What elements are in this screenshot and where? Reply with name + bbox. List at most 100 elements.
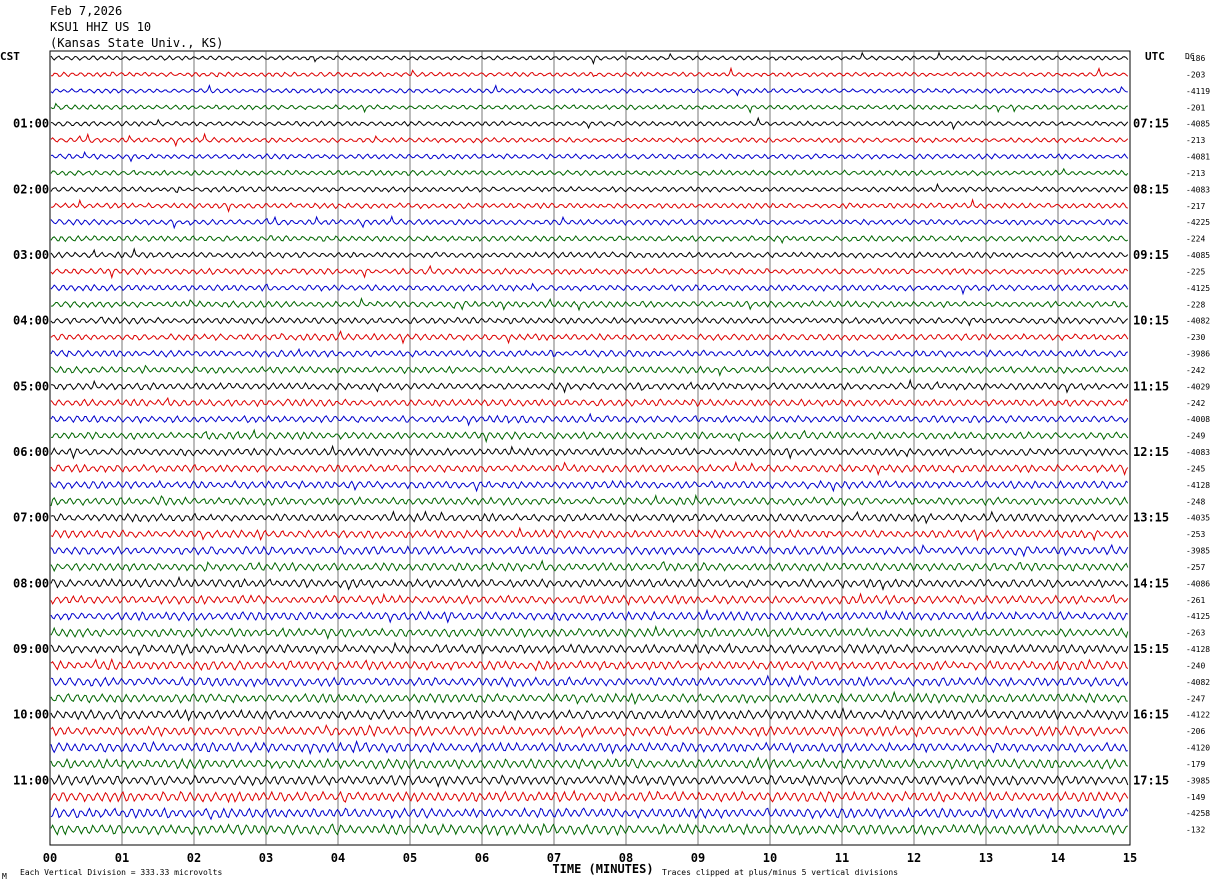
trace-33 xyxy=(50,575,1129,591)
trace-46 xyxy=(50,789,1129,804)
dc-offset-21: -40294 xyxy=(1186,382,1210,391)
dc-offset-26: -245 xyxy=(1186,464,1205,473)
trace-5 xyxy=(50,116,1129,131)
trace-34 xyxy=(50,592,1129,607)
dc-offset-5: -40854 xyxy=(1186,120,1210,129)
right-hour-label-5: 11:15 xyxy=(1133,379,1169,393)
dc-offset-1: -186 xyxy=(1186,54,1205,63)
dc-offset-35: -41250 xyxy=(1186,612,1210,621)
dc-offset-24: -249 xyxy=(1186,432,1205,441)
dc-offset-6: -213 xyxy=(1186,136,1205,145)
header-station: KSU1 HHZ US 10 xyxy=(50,20,152,34)
dc-offset-48: -132 xyxy=(1186,826,1205,835)
trace-41 xyxy=(50,707,1129,722)
dc-offset-9: -40839 xyxy=(1186,185,1210,194)
left-hour-label-10: 10:00 xyxy=(13,708,49,722)
dc-offset-8: -213 xyxy=(1186,169,1205,178)
dc-offset-38: -240 xyxy=(1186,661,1205,670)
header-location: (Kansas State Univ., KS) xyxy=(50,36,224,50)
dc-offset-13: -40857 xyxy=(1186,251,1210,260)
dc-offset-28: -248 xyxy=(1186,497,1205,506)
x-tick-05: 05 xyxy=(403,851,417,865)
trace-39 xyxy=(50,674,1129,688)
dc-offset-44: -179 xyxy=(1186,760,1205,769)
dc-offset-32: -257 xyxy=(1186,563,1205,572)
trace-44 xyxy=(50,756,1129,771)
trace-26 xyxy=(50,460,1129,477)
dc-offset-16: -228 xyxy=(1186,300,1205,309)
left-hour-label-11: 11:00 xyxy=(13,773,49,787)
dc-offset-10: -217 xyxy=(1186,202,1205,211)
right-hour-label-2: 08:15 xyxy=(1133,182,1169,196)
x-tick-14: 14 xyxy=(1051,851,1065,865)
trace-31 xyxy=(50,543,1129,558)
dc-offset-47: -42586 xyxy=(1186,809,1210,818)
plot-frame xyxy=(49,50,1131,846)
trace-11 xyxy=(50,215,1128,230)
left-hour-label-7: 07:00 xyxy=(13,511,49,525)
trace-1 xyxy=(50,51,1129,66)
trace-25 xyxy=(50,444,1129,460)
left-hour-label-4: 04:00 xyxy=(13,314,49,328)
dc-offset-3: -41198 xyxy=(1186,87,1210,96)
dc-offset-43: -41202 xyxy=(1186,744,1210,753)
dc-offset-19: -39865 xyxy=(1186,350,1210,359)
left-hour-label-6: 06:00 xyxy=(13,445,49,459)
left-hour-label-3: 03:00 xyxy=(13,248,49,262)
trace-21 xyxy=(51,378,1129,394)
trace-35 xyxy=(50,608,1129,624)
dc-offset-23: -40083 xyxy=(1186,415,1210,424)
left-hour-label-1: 01:00 xyxy=(13,117,49,131)
right-hour-label-10: 16:15 xyxy=(1133,708,1169,722)
x-tick-02: 02 xyxy=(187,851,201,865)
x-tick-04: 04 xyxy=(331,851,345,865)
x-tick-07: 07 xyxy=(547,851,561,865)
dc-offset-17: -40820 xyxy=(1186,317,1210,326)
trace-10 xyxy=(50,197,1129,213)
dc-offset-2: -203 xyxy=(1186,70,1205,79)
x-axis-label: TIME (MINUTES) xyxy=(552,862,653,876)
dc-offset-45: -39853 xyxy=(1186,776,1210,785)
dc-offset-46: -149 xyxy=(1186,793,1205,802)
trace-48 xyxy=(50,822,1128,837)
dc-offset-31: -39856 xyxy=(1186,547,1210,556)
left-hour-label-2: 02:00 xyxy=(13,182,49,196)
dc-offset-33: -40865 xyxy=(1186,579,1210,588)
dc-offset-37: -41283 xyxy=(1186,645,1210,654)
trace-8 xyxy=(50,167,1129,177)
trace-27 xyxy=(50,479,1129,493)
dc-offset-25: -40833 xyxy=(1186,448,1210,457)
trace-17 xyxy=(50,316,1129,327)
dc-offset-30: -253 xyxy=(1186,530,1205,539)
trace-22 xyxy=(50,396,1129,408)
x-tick-11: 11 xyxy=(835,851,849,865)
trace-32 xyxy=(50,559,1129,573)
dc-offset-15: -41256 xyxy=(1186,284,1210,293)
trace-16 xyxy=(50,297,1129,312)
right-hour-label-1: 07:15 xyxy=(1133,117,1169,131)
left-hour-label-8: 08:00 xyxy=(13,576,49,590)
right-hour-label-6: 12:15 xyxy=(1133,445,1169,459)
x-tick-08: 08 xyxy=(619,851,633,865)
trace-3 xyxy=(50,83,1128,97)
right-hour-label-9: 15:15 xyxy=(1133,642,1169,656)
trace-36 xyxy=(50,625,1129,641)
trace-38 xyxy=(50,657,1129,672)
dc-offset-22: -242 xyxy=(1186,399,1205,408)
x-tick-15: 15 xyxy=(1123,851,1137,865)
corner-mark: M xyxy=(2,872,7,881)
trace-37 xyxy=(50,641,1129,657)
trace-9 xyxy=(50,182,1128,194)
dc-offset-29: -40354 xyxy=(1186,514,1210,523)
dc-offset-14: -225 xyxy=(1186,267,1205,276)
x-tick-01: 01 xyxy=(115,851,129,865)
dc-offset-42: -206 xyxy=(1186,727,1205,736)
x-tick-10: 10 xyxy=(763,851,777,865)
dc-offset-27: -41280 xyxy=(1186,481,1210,490)
dc-offset-39: -40826 xyxy=(1186,678,1210,687)
trace-2 xyxy=(51,66,1129,78)
dc-offset-20: -242 xyxy=(1186,366,1205,375)
trace-13 xyxy=(50,247,1129,259)
right-hour-label-11: 17:15 xyxy=(1133,773,1169,787)
